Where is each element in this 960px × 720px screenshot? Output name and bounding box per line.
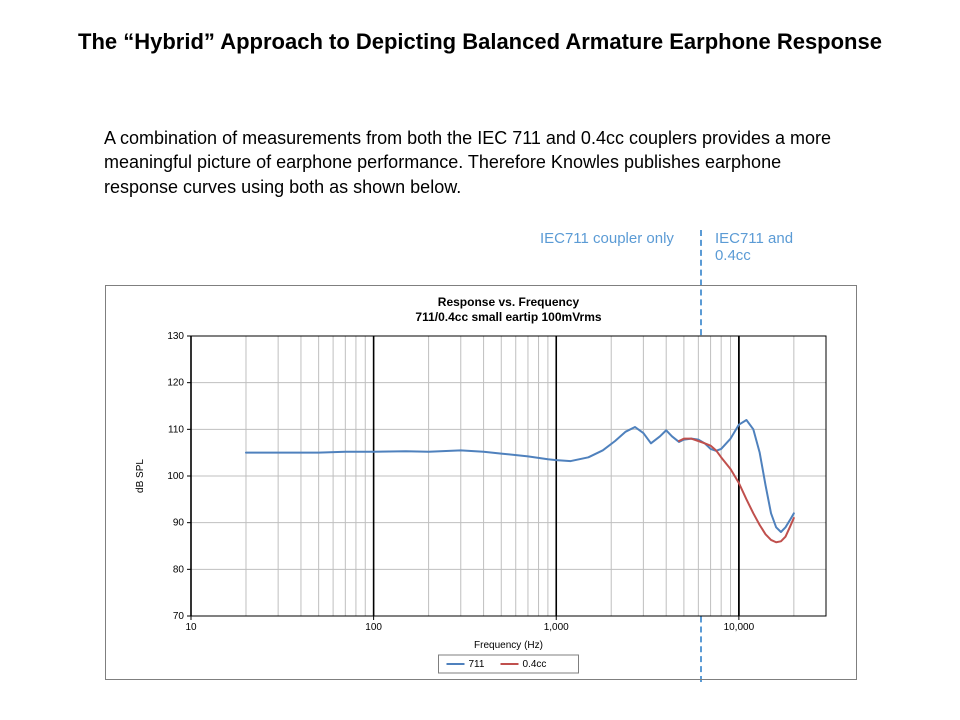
- chart-container: 70 80 90 100 110 120 130 10 100 1,000 10,000 Freque…: [105, 285, 857, 680]
- region-label-right: IEC711 and 0.4cc: [715, 230, 793, 265]
- svg-text:711/0.4cc small eartip 100mVrm: 711/0.4cc small eartip 100mVrms: [415, 310, 601, 324]
- svg-text:10: 10: [185, 622, 197, 633]
- region-labels: IEC711 coupler only IEC711 and 0.4cc: [0, 230, 960, 272]
- svg-text:dB SPL: dB SPL: [135, 459, 146, 493]
- svg-text:711: 711: [469, 659, 485, 670]
- region-label-right-line2: 0.4cc: [715, 247, 751, 264]
- region-label-right-line1: IEC711 and: [715, 230, 793, 247]
- svg-text:120: 120: [167, 378, 184, 389]
- svg-text:100: 100: [365, 622, 382, 633]
- svg-text:10,000: 10,000: [724, 622, 755, 633]
- svg-text:0.4cc: 0.4cc: [523, 659, 547, 670]
- svg-text:100: 100: [167, 471, 184, 482]
- svg-text:1,000: 1,000: [544, 622, 569, 633]
- page-title: The “Hybrid” Approach to Depicting Balan…: [0, 28, 960, 56]
- svg-text:110: 110: [168, 424, 184, 435]
- svg-text:70: 70: [173, 611, 185, 622]
- svg-text:Response vs. Frequency: Response vs. Frequency: [438, 295, 580, 309]
- svg-text:80: 80: [173, 564, 185, 575]
- body-paragraph: A combination of measurements from both …: [104, 126, 856, 199]
- svg-text:90: 90: [173, 518, 185, 529]
- svg-text:Frequency (Hz): Frequency (Hz): [474, 640, 543, 651]
- svg-text:130: 130: [167, 331, 184, 342]
- region-label-left: IEC711 coupler only: [540, 230, 674, 247]
- response-chart: 70 80 90 100 110 120 130 10 100 1,000 10,000 Freque…: [106, 286, 856, 679]
